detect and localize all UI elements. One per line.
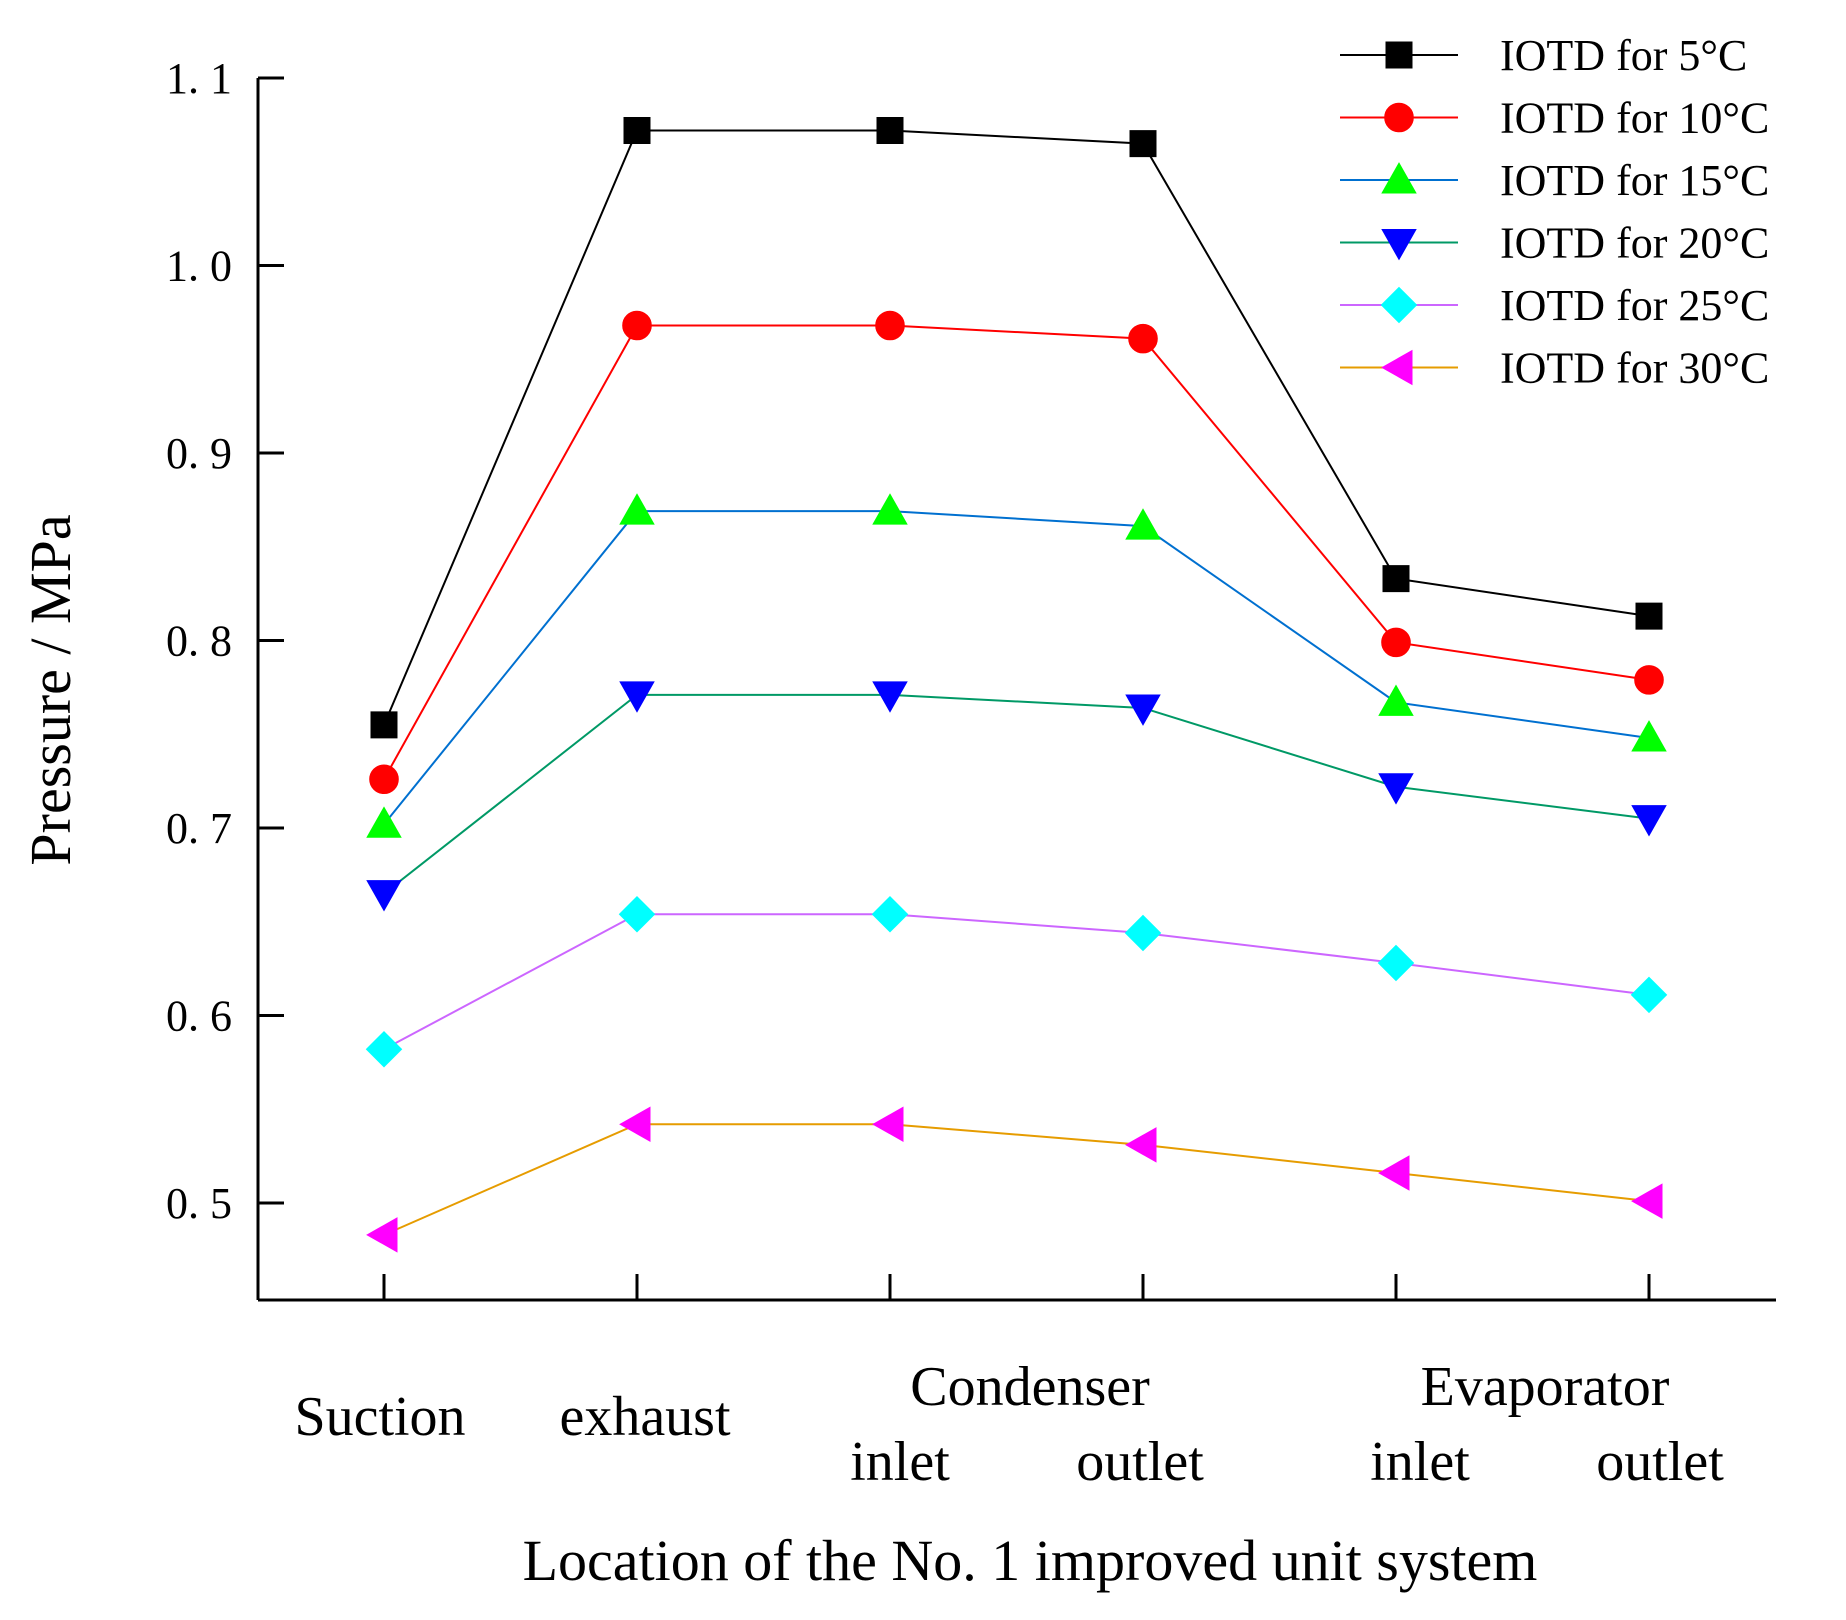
data-point xyxy=(1125,1127,1157,1163)
x-category-label: Suction xyxy=(294,1386,465,1448)
x-category-group-label: Evaporator xyxy=(1421,1356,1670,1418)
legend-marker xyxy=(1385,41,1413,69)
legend-marker xyxy=(1381,162,1417,194)
data-point xyxy=(370,711,398,739)
legend-label: IOTD for 20°C xyxy=(1500,219,1769,268)
y-axis-title: Pressure / MPa xyxy=(18,514,83,865)
data-point xyxy=(618,895,656,933)
series-line xyxy=(383,129,1650,726)
legend-marker xyxy=(1384,102,1414,133)
x-category-label: outlet xyxy=(1596,1431,1724,1493)
x-axis-ticks xyxy=(382,1274,1651,1300)
series-line xyxy=(383,1123,1650,1236)
data-point xyxy=(1635,602,1663,630)
y-tick-label: 1. 1 xyxy=(166,54,232,103)
data-point xyxy=(872,681,908,713)
y-axis-ticks: 0. 5 0. 6 0. 7 0. 8 0. 9 1. 0 1. 1 xyxy=(166,54,284,1228)
data-point xyxy=(1631,1183,1663,1219)
data-point xyxy=(1381,627,1411,658)
legend-label: IOTD for 30°C xyxy=(1500,344,1769,393)
y-tick-label: 0. 7 xyxy=(166,804,232,853)
data-point xyxy=(365,1030,403,1068)
x-category-label: inlet xyxy=(1370,1431,1470,1493)
y-tick-label: 0. 8 xyxy=(166,617,232,666)
series-line xyxy=(383,510,1650,825)
x-category-label: exhaust xyxy=(559,1386,731,1448)
data-point xyxy=(366,880,402,912)
category-labels: Suction exhaust Condenser inlet outlet Evapor… xyxy=(294,1356,1724,1493)
legend-label: IOTD for 5°C xyxy=(1500,31,1747,80)
data-point xyxy=(1382,565,1410,593)
legend: IOTD for 5°C IOTD for 10°C IOTD for 15°C IO… xyxy=(1340,31,1769,393)
x-axis-title: Location of the No. 1 improved unit syst… xyxy=(523,1528,1538,1593)
data-point xyxy=(1630,976,1668,1014)
y-tick-label: 0. 5 xyxy=(166,1179,232,1228)
legend-label: IOTD for 25°C xyxy=(1500,281,1769,330)
data-point xyxy=(1129,130,1157,158)
data-point xyxy=(1125,694,1161,726)
data-point xyxy=(1378,773,1414,805)
data-point xyxy=(622,310,652,341)
data-point xyxy=(1378,684,1414,716)
legend-marker xyxy=(1380,286,1418,324)
legend-label: IOTD for 15°C xyxy=(1500,156,1769,205)
data-point xyxy=(1634,665,1664,695)
data-point xyxy=(1631,805,1667,837)
series-line xyxy=(383,324,1650,780)
data-point xyxy=(623,117,651,144)
data-point xyxy=(619,681,655,713)
data-point xyxy=(1128,323,1158,354)
y-tick-label: 1. 0 xyxy=(166,242,232,291)
data-point xyxy=(1378,1155,1410,1191)
axes xyxy=(256,78,1776,1302)
x-category-group-label: Condenser xyxy=(910,1356,1150,1418)
x-category-label: inlet xyxy=(850,1431,950,1493)
series-lines xyxy=(383,129,1650,1236)
data-point xyxy=(876,117,904,144)
series-line xyxy=(383,913,1650,1051)
legend-label: IOTD for 10°C xyxy=(1500,94,1769,143)
series-line xyxy=(383,693,1650,895)
legend-marker xyxy=(1381,349,1413,386)
data-point xyxy=(872,493,908,525)
data-point xyxy=(872,1106,904,1143)
data-point xyxy=(619,1106,651,1143)
legend-marker xyxy=(1381,229,1417,261)
series-markers xyxy=(365,117,1668,1253)
data-point xyxy=(1124,914,1162,952)
data-point xyxy=(366,806,402,838)
data-point xyxy=(1631,720,1667,752)
data-point xyxy=(369,764,399,795)
data-point xyxy=(875,310,905,341)
x-category-label: outlet xyxy=(1076,1431,1204,1493)
data-point xyxy=(871,895,909,933)
data-point xyxy=(1377,944,1415,982)
data-point xyxy=(366,1217,398,1253)
data-point xyxy=(619,493,655,525)
y-tick-label: 0. 9 xyxy=(166,429,232,478)
y-tick-label: 0. 6 xyxy=(166,992,232,1041)
data-point xyxy=(1125,508,1161,540)
